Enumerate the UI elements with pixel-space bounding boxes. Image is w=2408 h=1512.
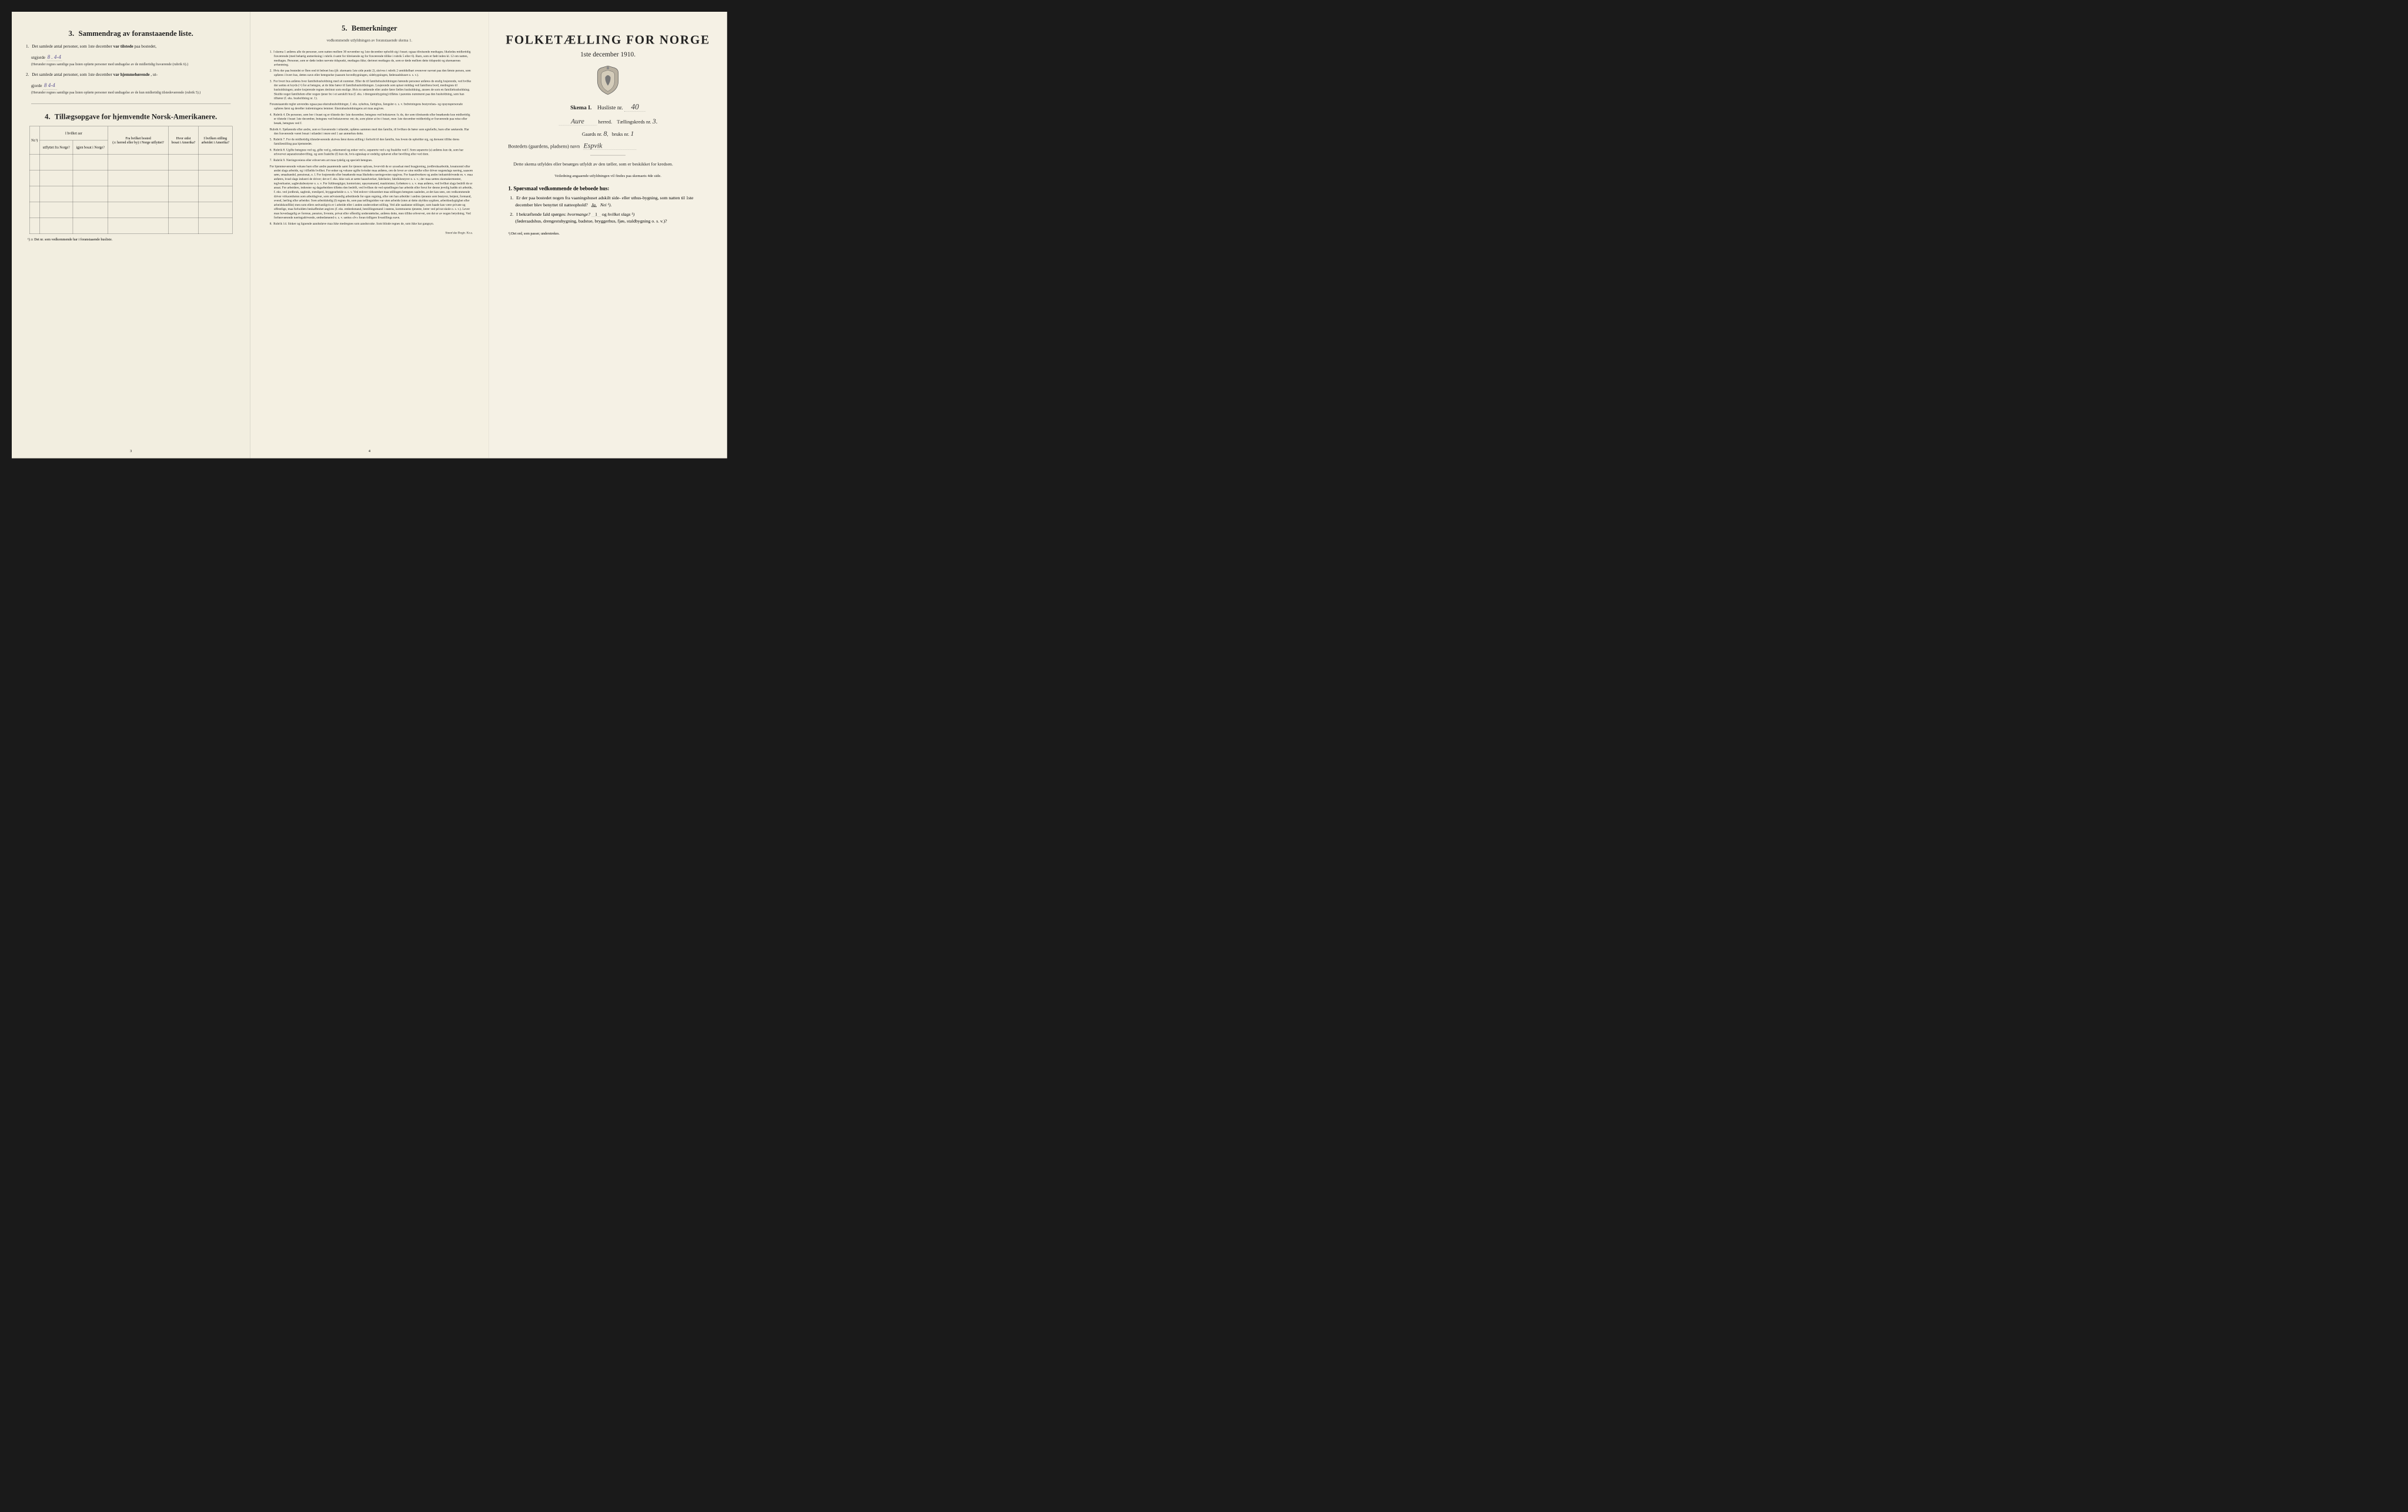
husliste-label: Husliste nr. bbox=[597, 105, 623, 111]
item-2-number: 2. bbox=[26, 72, 29, 77]
remark-item: 8.Rubrik 14. Sinker og lignende aandsslø… bbox=[266, 222, 473, 226]
remarks-list: 1.I skema 1 anføres alle de personer, so… bbox=[259, 49, 480, 226]
table-head: Nr.¹) I hvilket aar Fra hvilket bosted (… bbox=[29, 126, 232, 155]
section-4-title: 4. Tillægsopgave for hjemvendte Norsk-Am… bbox=[21, 112, 241, 121]
col-year-group: I hvilket aar bbox=[39, 126, 108, 141]
herred-line: Aure herred. Tællingskreds nr. 3. bbox=[508, 117, 707, 125]
herred-name: Aure bbox=[558, 117, 597, 125]
item-1-note: (Herunder regnes samtlige paa listen opf… bbox=[31, 62, 236, 66]
question-2: 2. I bekræftende fald spørges: hvormange… bbox=[515, 210, 707, 224]
col-igjen-bosat: igjen bosat i Norge? bbox=[73, 141, 108, 155]
page-right: FOLKETÆLLING FOR NORGE 1ste december 191… bbox=[489, 12, 727, 459]
col-hvor-sidst: Hvor sidst bosat i Amerika? bbox=[169, 126, 198, 155]
item-2: 2. Det samlede antal personer, som 1ste … bbox=[26, 72, 236, 78]
remark-item: 7.Rubrik 9. Næringsveiens eller erhverve… bbox=[266, 158, 473, 162]
coat-of-arms-icon bbox=[595, 65, 621, 95]
item-2-line2: gjorde 8 4-4 bbox=[31, 82, 236, 90]
three-page-spread: 3. Sammendrag av foranstaaende liste. 1.… bbox=[12, 12, 727, 459]
item-1: 1. Det samlede antal personer, som 1ste … bbox=[26, 43, 236, 49]
tilstede-count: 8 . 4-4 bbox=[46, 53, 62, 61]
remark-item: 3.For hvert hus anføres hver familiehush… bbox=[266, 79, 473, 100]
bosted-name: Espvik bbox=[583, 142, 636, 150]
section-3-title: 3. Sammendrag av foranstaaende liste. bbox=[21, 29, 241, 38]
col-nr: Nr.¹) bbox=[29, 126, 39, 155]
skema-label: Skema I. bbox=[570, 105, 591, 111]
table-row bbox=[29, 218, 232, 234]
item-1-number: 1. bbox=[26, 44, 29, 49]
bruks-label: bruks nr. bbox=[612, 132, 629, 137]
kreds-label: Tællingskreds nr. bbox=[617, 119, 651, 125]
instructions: Dette skema utfyldes eller besørges utfy… bbox=[508, 160, 707, 168]
section-5-heading: Bemerkninger bbox=[352, 24, 397, 32]
remark-item: 6.Rubrik 8. Ugifte betegnes ved ug, gift… bbox=[266, 148, 473, 156]
table-row bbox=[29, 186, 232, 202]
table-row bbox=[29, 170, 232, 186]
americans-table: Nr.¹) I hvilket aar Fra hvilket bosted (… bbox=[29, 126, 232, 234]
kreds-number: 3. bbox=[653, 117, 658, 125]
bosted-label: Bostedets (gaardens, pladsens) navn bbox=[508, 143, 580, 149]
section-4-heading: Tillægsopgave for hjemvendte Norsk-Ameri… bbox=[55, 113, 217, 121]
table-row bbox=[29, 155, 232, 170]
remark-item: 5.Rubrik 7. For de midlertidig tilstedev… bbox=[266, 137, 473, 146]
remark-sub: Foranstaaende regler anvendes ogsaa paa … bbox=[266, 102, 473, 111]
skema-line: Skema I. Husliste nr. 40 bbox=[497, 102, 718, 112]
questions-heading: 1. Spørsmaal vedkommende de beboede hus: bbox=[508, 186, 707, 192]
col-stilling: I hvilken stilling arbeidet i Amerika? bbox=[198, 126, 232, 155]
gaards-line: Gaards nr. 8, bruks nr. 1 bbox=[508, 129, 707, 138]
section-5-title: 5. Bemerkninger bbox=[259, 24, 480, 32]
col-utflyttet: utflyttet fra Norge? bbox=[39, 141, 73, 155]
hvormange-value: 1 bbox=[591, 212, 601, 217]
section-5-number: 5. bbox=[342, 24, 347, 32]
remark-item: 1.I skema 1 anføres alle de personer, so… bbox=[266, 49, 473, 66]
table-row bbox=[29, 202, 232, 218]
page-left: 3. Sammendrag av foranstaaende liste. 1.… bbox=[12, 12, 250, 459]
remark-item: 4.Rubrik 4. De personer, som bor i huset… bbox=[266, 112, 473, 125]
census-date: 1ste december 1910. bbox=[497, 51, 718, 58]
right-footnote: ¹) Det ord, som passer, understrekes. bbox=[508, 232, 707, 236]
section-5-subtitle: vedkommende utfyldningen av foranstaaend… bbox=[259, 38, 480, 42]
page-middle: 5. Bemerkninger vedkommende utfyldningen… bbox=[250, 12, 489, 459]
gaards-number: 8 bbox=[603, 129, 607, 138]
col-fra-bosted: Fra hvilket bosted (ɔ: herred eller by) … bbox=[108, 126, 169, 155]
answer-nei: Nei ¹). bbox=[600, 202, 612, 208]
bruks-number: 1 bbox=[630, 129, 634, 138]
printer-imprint: Steen'ske Bogtr. Kr.a. bbox=[266, 231, 473, 235]
section-4-number: 4. bbox=[45, 113, 50, 121]
section-3-heading: Sammendrag av foranstaaende liste. bbox=[78, 29, 193, 38]
item-1-line2: utgjorde 8 . 4-4 bbox=[31, 53, 236, 61]
remark-sub: Rubrik 6. Sjøfarende eller andre, som er… bbox=[266, 127, 473, 136]
table-footnote: ¹) ɔ: Det nr. som vedkommende har i fora… bbox=[28, 237, 234, 242]
instructions-sub: Veiledning angaaende utfyldningen vil fi… bbox=[508, 173, 707, 179]
section-3-number: 3. bbox=[69, 29, 74, 38]
remark-sub: For hjemmeværende voksne barn eller andr… bbox=[266, 164, 473, 220]
husliste-number: 40 bbox=[624, 102, 646, 112]
census-title: FOLKETÆLLING FOR NORGE bbox=[497, 33, 718, 47]
gaards-label: Gaards nr. bbox=[582, 132, 603, 137]
item-2-note: (Herunder regnes samtlige paa listen opf… bbox=[31, 91, 236, 95]
answer-ja: Ja. bbox=[591, 202, 597, 208]
bosted-line: Bostedets (gaardens, pladsens) navn Espv… bbox=[508, 142, 707, 150]
remark-item: 2.Hvis der paa bostedet er flere end ét … bbox=[266, 68, 473, 77]
page-number: 4 bbox=[369, 449, 370, 453]
hjemmehorende-count: 8 4-4 bbox=[43, 82, 57, 90]
table-body bbox=[29, 155, 232, 234]
question-1: 1. Er der paa bostedet nogen fra vaaning… bbox=[515, 195, 707, 208]
page-number: 3 bbox=[130, 449, 132, 453]
